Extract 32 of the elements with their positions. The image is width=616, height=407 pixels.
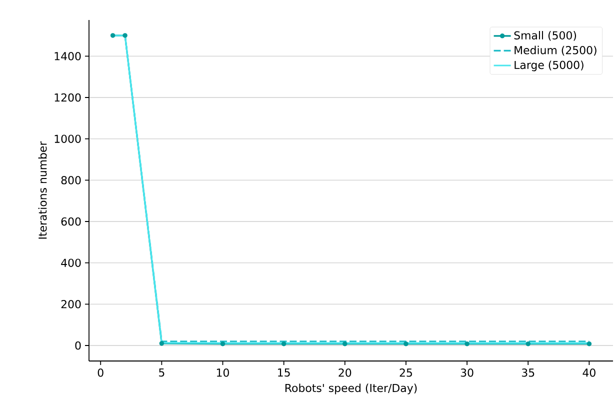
point (159, 341, 164, 346)
point (404, 341, 408, 346)
point (464, 341, 470, 346)
point (526, 341, 531, 346)
x-tick-label: 10 (216, 368, 229, 377)
y-tick-label: 1400 (54, 52, 81, 60)
x-axis-title: Robots' speed (Iter/Day) (285, 384, 417, 394)
y-tick-label: 1000 (54, 134, 81, 143)
x-tick-label: 0 (98, 368, 104, 377)
x-tick-label: 5 (159, 368, 164, 377)
legend-label: Medium (2500) (514, 46, 596, 56)
point (342, 341, 348, 346)
legend-label: Small (500) (514, 31, 576, 41)
point (122, 33, 128, 38)
y-tick-label: 1200 (54, 93, 81, 102)
x-tick-label: 25 (400, 368, 412, 377)
y-tick-label: 200 (61, 300, 81, 308)
y-axis-title: Iterations number (38, 141, 47, 239)
x-tick-label: 30 (460, 368, 474, 377)
y-tick-label: 400 (61, 258, 81, 267)
point (110, 33, 116, 38)
x-tick-label: 35 (522, 368, 534, 377)
x-tick-label: 40 (582, 368, 596, 377)
point (220, 341, 226, 346)
legend-label: Large (5000) (514, 60, 584, 72)
y-tick-label: 600 (61, 217, 81, 226)
point (586, 341, 592, 346)
y-tick-label: 0 (75, 341, 81, 350)
x-tick-label: 15 (278, 368, 290, 377)
point (281, 341, 286, 346)
y-tick-label: 800 (61, 176, 81, 184)
x-tick-label: 20 (338, 368, 352, 377)
